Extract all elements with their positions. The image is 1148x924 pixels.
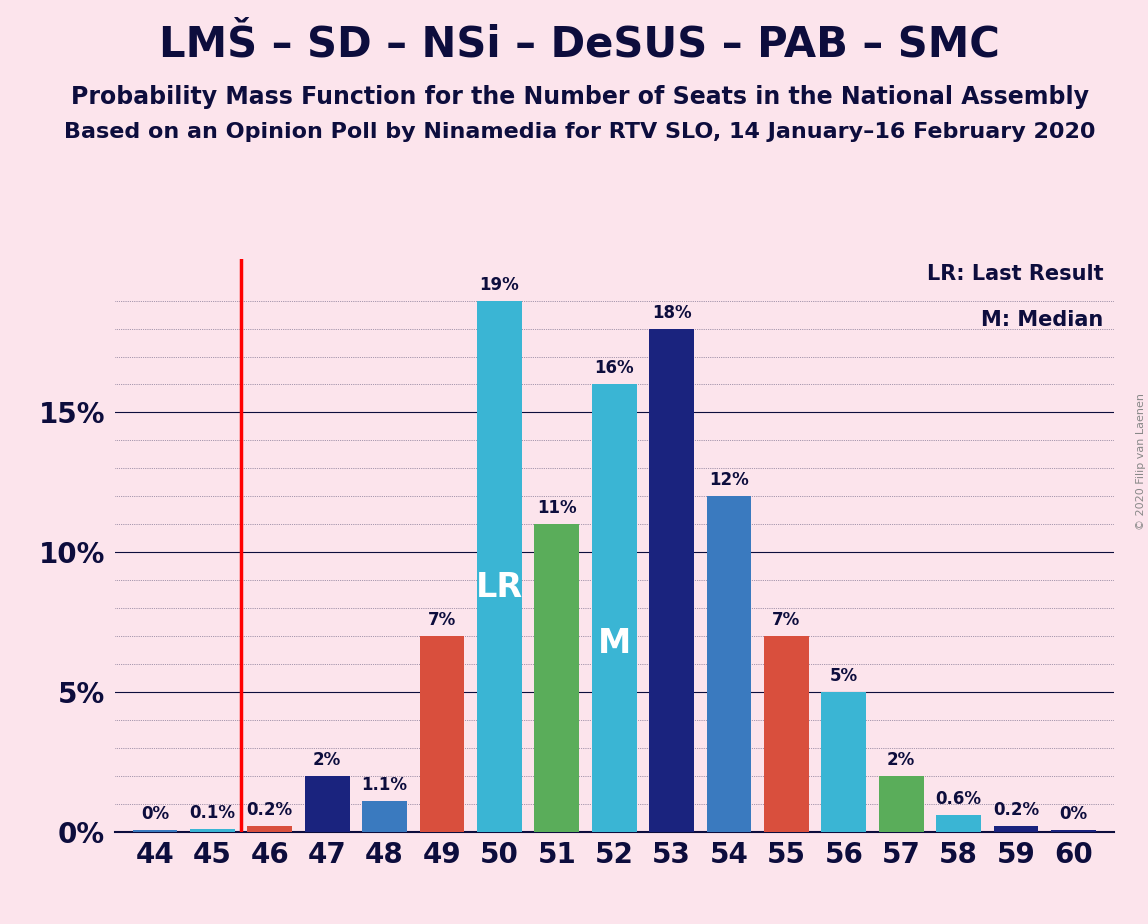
Bar [878,776,923,832]
Bar [650,329,693,832]
Text: 0.6%: 0.6% [936,790,982,808]
Text: 2%: 2% [887,750,915,769]
Text: 1.1%: 1.1% [362,776,408,794]
Text: LMŠ – SD – NSi – DeSUS – PAB – SMC: LMŠ – SD – NSi – DeSUS – PAB – SMC [160,23,1000,65]
Text: © 2020 Filip van Laenen: © 2020 Filip van Laenen [1135,394,1146,530]
Bar [247,826,292,832]
Text: M: M [598,627,630,661]
Text: 0.2%: 0.2% [993,801,1039,819]
Text: 12%: 12% [709,471,748,490]
Bar [821,692,866,832]
Bar [763,636,808,832]
Bar [420,636,465,832]
Bar [362,801,406,832]
Text: Based on an Opinion Poll by Ninamedia for RTV SLO, 14 January–16 February 2020: Based on an Opinion Poll by Ninamedia fo… [64,122,1095,142]
Bar [191,829,235,832]
Text: LR: Last Result: LR: Last Result [926,264,1103,285]
Text: 2%: 2% [313,750,341,769]
Text: 5%: 5% [830,667,858,685]
Text: 0.2%: 0.2% [247,801,293,819]
Bar [1050,830,1095,832]
Text: 0%: 0% [141,805,169,823]
Bar [476,300,521,832]
Text: 16%: 16% [595,359,634,378]
Bar [133,830,178,832]
Text: 18%: 18% [652,304,691,322]
Text: M: Median: M: Median [982,310,1103,330]
Text: 0.1%: 0.1% [189,804,235,821]
Text: Probability Mass Function for the Number of Seats in the National Assembly: Probability Mass Function for the Number… [71,85,1088,109]
Bar [936,815,980,832]
Text: 7%: 7% [428,611,456,629]
Bar [706,496,751,832]
Bar [993,826,1038,832]
Bar [591,384,636,832]
Text: LR: LR [475,571,523,604]
Bar [534,524,579,832]
Text: 7%: 7% [773,611,800,629]
Bar [304,776,349,832]
Text: 19%: 19% [480,275,519,294]
Text: 11%: 11% [537,499,576,517]
Text: 0%: 0% [1060,805,1087,823]
